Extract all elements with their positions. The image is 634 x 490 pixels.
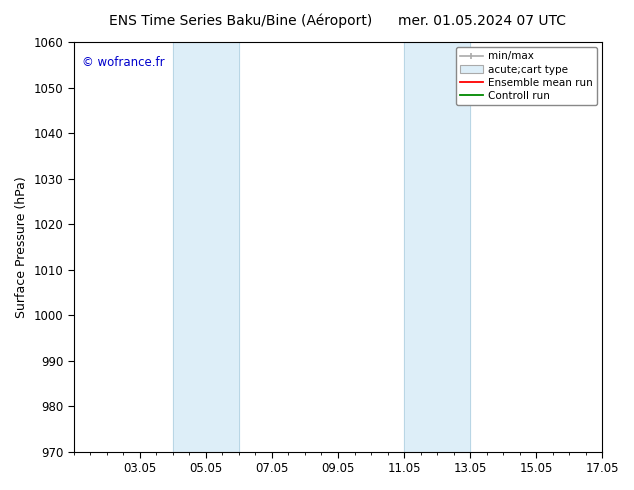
Bar [173, 42, 239, 452]
Text: © wofrance.fr: © wofrance.fr [82, 56, 164, 70]
Bar [404, 42, 470, 452]
Text: mer. 01.05.2024 07 UTC: mer. 01.05.2024 07 UTC [398, 14, 566, 28]
Y-axis label: Surface Pressure (hPa): Surface Pressure (hPa) [15, 176, 28, 318]
Legend: min/max, acute;cart type, Ensemble mean run, Controll run: min/max, acute;cart type, Ensemble mean … [456, 47, 597, 105]
Text: ENS Time Series Baku/Bine (Aéroport): ENS Time Series Baku/Bine (Aéroport) [109, 14, 373, 28]
